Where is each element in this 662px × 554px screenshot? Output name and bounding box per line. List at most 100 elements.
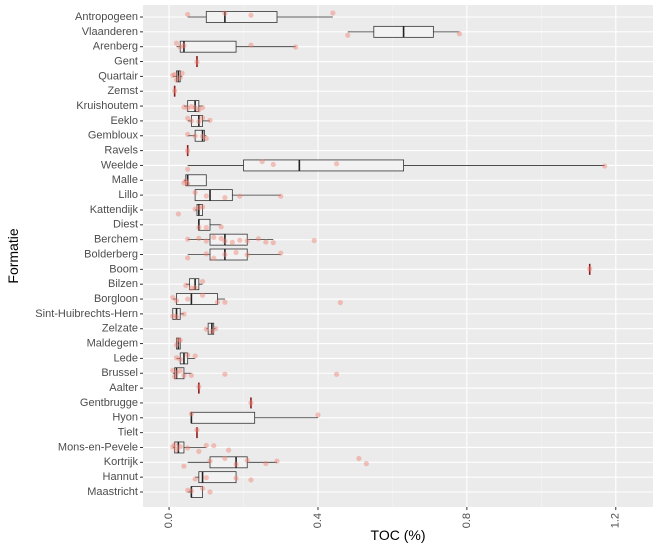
y-tick-label: Mons-en-Pevele (58, 441, 138, 453)
box-iqr (174, 441, 185, 454)
data-point (233, 475, 239, 481)
data-point (311, 237, 317, 244)
data-point (196, 384, 202, 390)
data-point (237, 193, 243, 199)
data-point (170, 444, 176, 450)
data-point (181, 463, 187, 469)
data-point (211, 443, 217, 449)
data-point (173, 369, 180, 376)
box-iqr (243, 159, 404, 172)
data-point (211, 234, 217, 240)
data-point (194, 59, 200, 65)
y-tick-label: Bilzen (108, 278, 138, 290)
data-point (237, 237, 243, 243)
data-point (185, 255, 191, 261)
data-point (177, 368, 183, 374)
data-point (196, 107, 202, 113)
y-tick-label: Lede (114, 352, 138, 364)
box-borgloon (172, 293, 225, 305)
data-point (185, 131, 191, 137)
box-antropogeen (187, 11, 333, 23)
data-point (188, 118, 194, 124)
y-tick-label: Gembloux (88, 130, 139, 142)
box-kattendijk (195, 204, 203, 216)
data-point (244, 238, 250, 244)
y-tick-label: Aalter (109, 382, 138, 394)
data-point (173, 447, 180, 453)
y-tick-label: Maldegem (87, 337, 138, 349)
y-axis-title: Formatie (5, 228, 21, 283)
box-kruishoutem (183, 100, 203, 112)
data-point (203, 135, 209, 142)
data-point (177, 443, 183, 450)
y-tick-label: Quartair (98, 70, 138, 82)
box-iqr (194, 189, 233, 202)
data-point (173, 77, 180, 83)
data-point (337, 299, 343, 306)
data-point (188, 372, 194, 379)
data-point (278, 193, 284, 199)
data-point (222, 10, 228, 16)
data-point (199, 292, 206, 298)
data-point (192, 189, 198, 196)
data-point (218, 224, 224, 230)
data-point (172, 442, 178, 448)
x-tick-label: 1.2 (610, 513, 622, 528)
data-point (196, 204, 202, 211)
y-tick-label: Malle (112, 174, 138, 186)
data-point (209, 328, 215, 335)
data-point (248, 42, 254, 48)
data-point (170, 367, 176, 373)
data-point (199, 104, 206, 111)
data-point (203, 238, 209, 244)
box-iqr (196, 204, 203, 216)
data-point (587, 266, 593, 272)
box-iqr (198, 471, 237, 484)
data-point (203, 251, 209, 257)
box-iqr (174, 367, 185, 380)
data-point (248, 12, 254, 18)
data-point (170, 72, 176, 78)
data-point (177, 356, 183, 363)
box-iqr (207, 322, 215, 335)
box-iqr (190, 411, 256, 424)
data-point (222, 455, 228, 462)
data-point (229, 239, 235, 245)
data-point (183, 178, 189, 184)
data-point (199, 133, 206, 139)
data-point (188, 104, 194, 110)
data-point (192, 284, 198, 291)
data-point (181, 372, 187, 379)
data-point (248, 400, 254, 406)
y-tick-label: Weelde (101, 159, 138, 171)
y-tick-label: Ravels (104, 145, 138, 157)
x-tick-label: 0.4 (312, 513, 324, 528)
data-point (199, 115, 206, 121)
box-weelde (187, 159, 605, 172)
data-point (185, 181, 191, 187)
data-point (188, 411, 194, 417)
box-iqr (194, 129, 205, 142)
box-malle (183, 174, 207, 187)
data-point (175, 211, 181, 217)
box-maldegem (176, 337, 181, 350)
data-point (185, 166, 191, 172)
data-point (196, 224, 202, 230)
data-point (218, 235, 224, 242)
data-point (192, 133, 198, 139)
y-tick-label: Vlaanderen (82, 26, 138, 38)
y-tick-label: Lillo (118, 189, 138, 201)
y-tick-label: Kortrijk (104, 456, 139, 468)
data-point (207, 458, 213, 464)
box-hannut (195, 471, 237, 484)
data-point (248, 477, 254, 483)
data-point (173, 342, 180, 348)
y-tick-label: Kattendijk (90, 204, 139, 216)
data-point (183, 282, 189, 288)
box-bolderberg (187, 248, 281, 261)
data-point (363, 461, 369, 467)
data-point (222, 195, 228, 201)
y-tick-label: Diest (113, 219, 138, 231)
data-point (172, 71, 178, 78)
